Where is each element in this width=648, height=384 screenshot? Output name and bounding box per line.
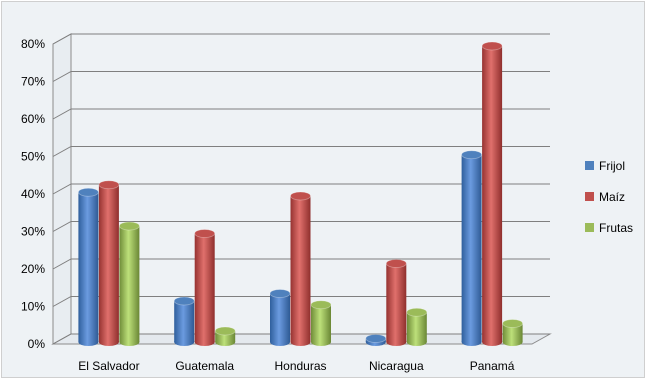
bar: [194, 229, 216, 346]
bar: [365, 334, 387, 346]
legend-label: Frijol: [599, 159, 625, 173]
bar: [502, 319, 524, 346]
gridline: [52, 183, 550, 195]
legend-swatch: [585, 223, 594, 232]
bar: [98, 180, 120, 346]
y-tick-label: 40%: [21, 187, 45, 201]
y-tick-label: 0%: [28, 337, 46, 351]
y-tick-label: 80%: [21, 37, 45, 51]
chart-frame: 0% 10% 20% 30% 40% 50% 60% 70% 80% El Salvador Gu…: [1, 1, 645, 378]
legend: Frijol Maíz Frutas: [585, 159, 633, 235]
y-tick-label: 60%: [21, 112, 45, 126]
bar: [481, 41, 503, 346]
bar: [290, 191, 311, 346]
y-tick-label: 10%: [21, 300, 45, 314]
x-tick-label: Guatemala: [175, 359, 234, 373]
bar: [310, 300, 332, 346]
gridline: [52, 221, 550, 232]
bar: [461, 150, 483, 346]
y-tick-label: 20%: [21, 262, 45, 276]
gridline: [52, 108, 550, 120]
bar: [119, 221, 140, 346]
gridlines: [52, 33, 550, 345]
y-axis-tick-labels: 0% 10% 20% 30% 40% 50% 60% 70% 80%: [21, 37, 45, 351]
bar: [214, 326, 236, 346]
legend-swatch: [585, 192, 594, 201]
gridline: [52, 71, 550, 82]
legend-label: Maíz: [599, 190, 625, 204]
bar: [406, 307, 428, 346]
y-tick-label: 30%: [21, 225, 45, 239]
x-tick-label: Panamá: [470, 359, 515, 373]
legend-label: Frutas: [599, 221, 633, 235]
gridline: [52, 258, 550, 270]
bars: [78, 41, 524, 346]
bar: [78, 187, 99, 346]
gridline: [52, 33, 550, 45]
x-tick-label: Honduras: [274, 359, 326, 373]
x-axis-tick-labels: El Salvador Guatemala Honduras Nicaragua Pan…: [78, 359, 515, 373]
bar: [385, 259, 407, 346]
y-tick-label: 50%: [21, 150, 45, 164]
x-tick-label: Nicaragua: [369, 359, 424, 373]
bar-chart: 0% 10% 20% 30% 40% 50% 60% 70% 80% El Salvador Gu…: [21, 33, 633, 373]
y-tick-label: 70%: [21, 75, 45, 89]
legend-swatch: [585, 161, 594, 170]
bar: [269, 289, 291, 346]
bar: [173, 296, 195, 346]
x-tick-label: El Salvador: [78, 359, 139, 373]
gridline: [52, 146, 550, 157]
